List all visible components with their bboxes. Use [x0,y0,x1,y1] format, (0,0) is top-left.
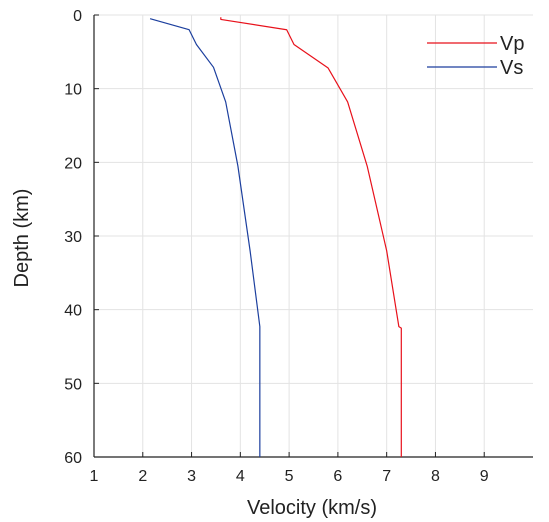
x-tick-label: 7 [382,468,391,485]
legend-label-vs: Vs [500,57,523,79]
x-tick-label: 9 [480,468,489,485]
series-lines [149,17,402,457]
tick-labels: 1 2 3 4 5 6 7 8 9 0 10 20 30 40 50 60 [64,8,489,485]
grid [93,14,533,458]
x-tick-label: 1 [90,468,99,485]
plot-frame [93,14,533,458]
x-tick-label: 6 [333,468,342,485]
x-tick-label: 2 [138,468,147,485]
y-tick-label: 0 [73,8,82,25]
series-line-vp [220,17,402,457]
legend-label-vp: Vp [500,33,524,55]
x-tick-label: 3 [187,468,196,485]
y-tick-label: 50 [64,376,82,393]
x-axis-title: Velocity (km/s) [247,497,377,519]
y-tick-label: 30 [64,229,82,246]
x-tick-label: 4 [236,468,245,485]
y-tick-label: 20 [64,155,82,172]
series-line-vs [149,18,261,457]
x-tick-label: 5 [285,468,294,485]
y-tick-label: 10 [64,82,82,99]
x-tick-label: 8 [431,468,440,485]
y-tick-label: 40 [64,303,82,320]
y-tick-label: 60 [64,450,82,467]
y-axis-title: Depth (km) [11,189,33,288]
